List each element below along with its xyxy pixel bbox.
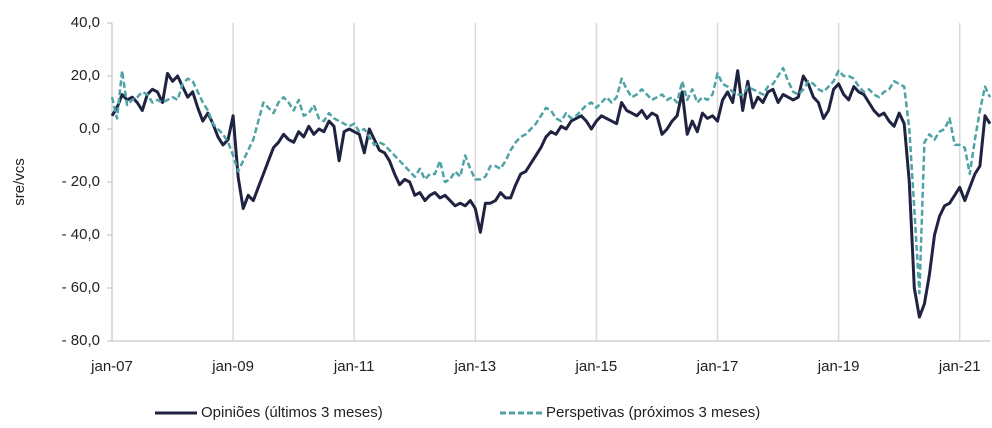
y-tick-label: 40,0 — [71, 14, 100, 31]
y-tick-label: - 60,0 — [62, 279, 100, 296]
y-tick-label: 20,0 — [71, 67, 100, 84]
y-tick-label: 0,0 — [79, 120, 100, 137]
y-axis-label: sre/vcs — [11, 158, 28, 206]
x-tick-label: jan-09 — [211, 358, 254, 375]
x-tick-label: jan-19 — [817, 358, 860, 375]
x-tick-label: jan-15 — [575, 358, 618, 375]
x-tick-label: jan-11 — [333, 358, 375, 375]
y-tick-label: - 80,0 — [62, 332, 100, 349]
x-tick-label: jan-21 — [938, 358, 981, 375]
legend-label: Perspetivas (próximos 3 meses) — [546, 404, 760, 421]
series-line — [110, 69, 992, 319]
x-tick-label: jan-07 — [90, 358, 133, 375]
x-tick-label: jan-17 — [696, 358, 739, 375]
legend-label: Opiniões (últimos 3 meses) — [201, 404, 383, 421]
y-tick-label: - 20,0 — [62, 173, 100, 190]
x-tick-label: jan-13 — [453, 358, 496, 375]
series-line — [110, 66, 992, 295]
y-tick-label: - 40,0 — [62, 226, 100, 243]
